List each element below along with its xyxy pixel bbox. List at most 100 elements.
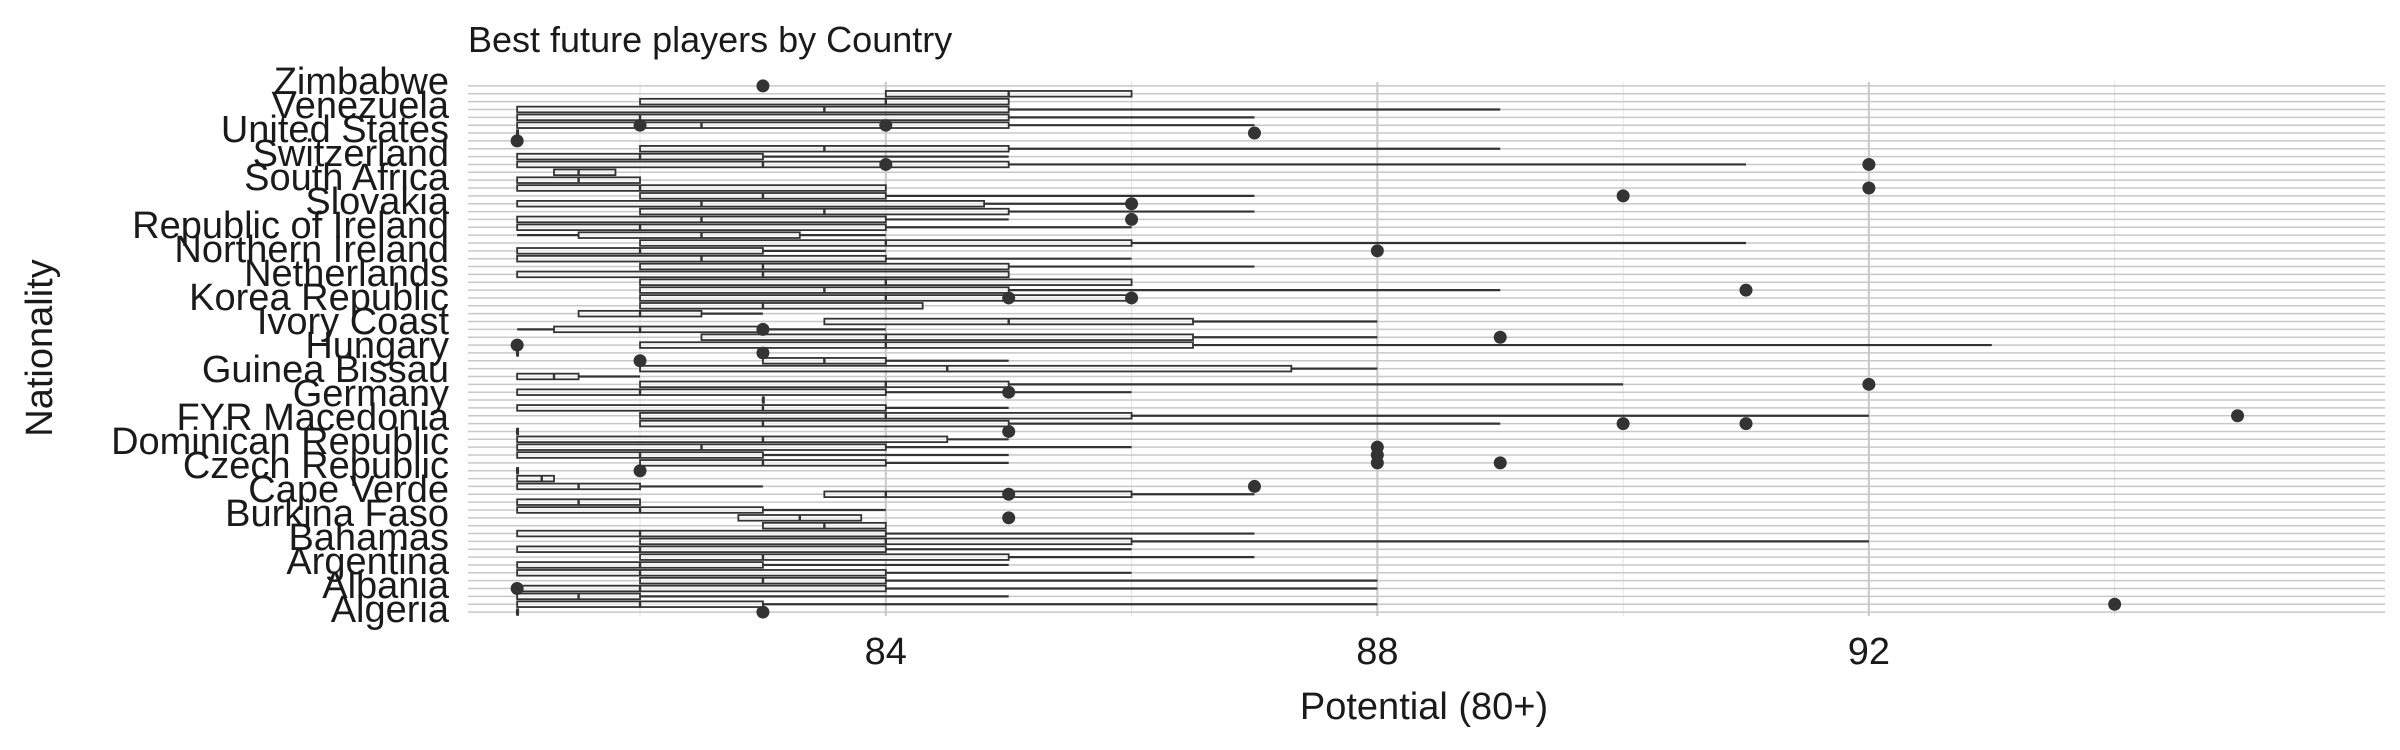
box-group — [516, 545, 1132, 553]
box-iqr — [553, 168, 617, 177]
outlier-point — [1125, 212, 1139, 226]
box-iqr — [639, 553, 1010, 561]
box-iqr — [516, 545, 887, 553]
box-group — [516, 157, 1876, 171]
outlier-point — [756, 346, 770, 360]
box-group — [639, 553, 1255, 561]
outlier-point — [1739, 283, 1753, 297]
y-tick-label: Bahamas — [288, 517, 449, 559]
outlier-point — [2231, 409, 2245, 423]
y-tick-label: Netherlands — [244, 253, 449, 295]
outlier-point — [1002, 291, 1016, 305]
box-group — [510, 134, 524, 148]
y-tick-label: Guinea Bissau — [202, 349, 449, 391]
box-group — [639, 576, 1378, 585]
box-group — [639, 377, 1876, 391]
outlier-point — [633, 354, 647, 368]
box-group — [516, 176, 641, 184]
y-tick-label: Ivory Coast — [257, 301, 450, 343]
outlier-point — [1002, 385, 1016, 399]
box-group — [577, 309, 763, 318]
outlier-point — [633, 118, 647, 132]
box-group — [639, 239, 1746, 247]
x-tick-label: 92 — [1848, 631, 1890, 673]
box-group — [515, 424, 1016, 438]
box-iqr — [516, 121, 1010, 129]
y-tick-label: Argentina — [286, 541, 450, 583]
outlier-point — [1002, 511, 1016, 525]
box-iqr — [516, 529, 887, 538]
box-group — [639, 207, 1255, 216]
outlier-point — [1370, 244, 1384, 258]
box-group — [516, 244, 1384, 258]
box-group — [516, 118, 1255, 132]
outlier-point — [1247, 479, 1261, 493]
outlier-point — [879, 157, 893, 171]
outlier-point — [1616, 189, 1630, 203]
y-tick-label: Hungary — [305, 325, 449, 367]
box-group — [516, 498, 641, 506]
box-group — [639, 417, 1753, 431]
outlier-point — [1247, 126, 1261, 140]
y-tick-label: Slovakia — [305, 181, 449, 223]
outlier-point — [1370, 440, 1384, 454]
box-group — [515, 126, 1261, 140]
outlier-point — [1493, 456, 1507, 470]
y-tick-label: Switzerland — [253, 133, 449, 175]
outlier-point — [1862, 377, 1876, 391]
outlier-point — [1002, 424, 1016, 438]
y-tick-label: FYR Macedonia — [177, 397, 450, 439]
y-tick-label: Venezuela — [272, 85, 450, 127]
box-iqr — [516, 435, 949, 444]
outlier-point — [510, 582, 524, 596]
box-group — [516, 181, 1876, 195]
box-iqr — [577, 231, 801, 239]
box-group — [639, 262, 1255, 271]
box-iqr — [639, 97, 1010, 106]
y-tick-label: Burkina Faso — [225, 493, 449, 535]
box-group — [516, 529, 1255, 538]
box-group — [516, 105, 1501, 114]
box-group — [553, 168, 617, 177]
box-group — [516, 372, 641, 381]
box-group — [516, 152, 1009, 161]
box-group — [516, 113, 1255, 122]
box-group — [516, 270, 1010, 279]
box-group — [516, 197, 1139, 211]
box-group — [762, 521, 887, 530]
box-group — [823, 487, 1255, 501]
box-iqr — [516, 184, 887, 192]
x-axis-title: Potential (80+) — [1300, 686, 1548, 728]
box-group — [761, 396, 765, 404]
box-group — [639, 145, 1501, 153]
box-group — [516, 440, 1384, 454]
box-group — [516, 254, 1132, 263]
outlier-point — [756, 79, 770, 93]
box-iqr — [516, 404, 887, 412]
box-group — [639, 278, 1133, 286]
outlier-point — [510, 134, 524, 148]
box-group — [639, 97, 1010, 106]
box-iqr — [639, 380, 1010, 389]
y-tick-label: Albania — [322, 565, 450, 607]
outlier-point — [510, 338, 524, 352]
box-group — [639, 302, 924, 310]
box-iqr — [700, 333, 1194, 341]
outlier-point — [1862, 157, 1876, 171]
box-group — [510, 582, 1378, 596]
y-tick-label: Republic of Ireland — [132, 205, 449, 247]
box-group — [515, 464, 647, 478]
y-tick-label: Algeria — [331, 589, 450, 631]
outlier-point — [879, 118, 893, 132]
box-group — [737, 511, 1016, 525]
box-group — [516, 385, 1132, 399]
box-iqr — [553, 325, 764, 334]
box-iqr — [516, 569, 887, 577]
outlier-point — [2108, 597, 2122, 611]
outlier-point — [1125, 197, 1139, 211]
box-iqr — [639, 419, 1010, 428]
chart-title: Best future players by Country — [468, 19, 952, 60]
